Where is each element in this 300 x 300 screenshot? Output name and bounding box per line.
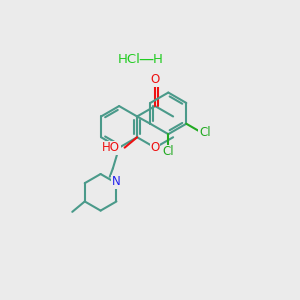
Text: H: H (153, 52, 163, 66)
Text: HO: HO (102, 141, 120, 154)
Text: HCl: HCl (118, 52, 140, 66)
Text: O: O (151, 141, 160, 154)
Text: N: N (112, 175, 121, 188)
Text: O: O (151, 74, 160, 86)
Text: —: — (138, 52, 154, 67)
Text: Cl: Cl (199, 126, 211, 139)
Text: Cl: Cl (163, 145, 174, 158)
